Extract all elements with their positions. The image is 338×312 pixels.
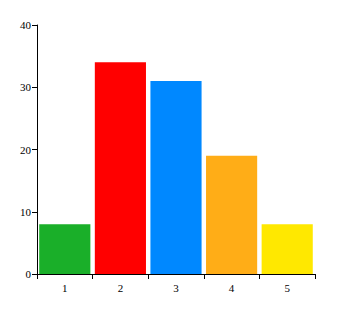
svg-text:5: 5: [284, 282, 290, 294]
svg-text:3: 3: [173, 282, 179, 294]
svg-text:30: 30: [20, 81, 32, 93]
svg-text:4: 4: [229, 282, 235, 294]
svg-text:10: 10: [20, 206, 32, 218]
svg-text:0: 0: [26, 268, 32, 280]
svg-text:20: 20: [20, 144, 32, 156]
svg-text:40: 40: [20, 19, 32, 31]
svg-text:1: 1: [62, 282, 68, 294]
svg-text:2: 2: [118, 282, 124, 294]
